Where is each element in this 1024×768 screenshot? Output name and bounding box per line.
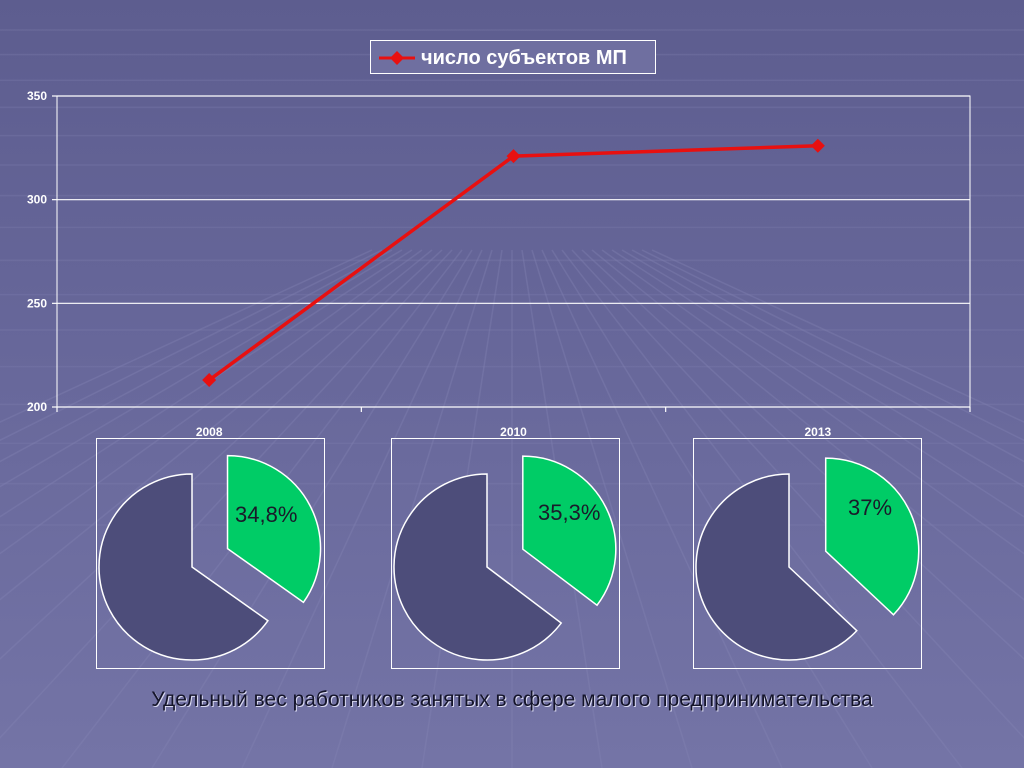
y-tick-label: 250 — [27, 296, 47, 310]
data-point — [202, 373, 217, 388]
pie-slice-highlight — [824, 457, 920, 616]
data-point — [810, 138, 825, 153]
pie-slice-rest — [393, 473, 563, 661]
grid-line — [0, 249, 393, 463]
grid-line — [0, 249, 433, 601]
grid-line — [0, 249, 373, 423]
y-tick-label: 350 — [27, 89, 47, 103]
pie-panel-2008: 34,8% — [96, 438, 325, 669]
pie-chart-2008 — [98, 454, 322, 661]
pie-panel-2013: 37% — [693, 438, 922, 669]
pie-slice-label: 34,8% — [235, 502, 298, 527]
pie-slice-highlight — [226, 454, 322, 604]
grid-line — [541, 249, 783, 768]
chart-legend: число субъектов МП — [370, 40, 656, 74]
pie-slice-label: 37% — [848, 495, 893, 520]
y-tick-label: 300 — [27, 193, 47, 207]
plot-area — [56, 95, 971, 408]
pie-slice-rest — [695, 473, 858, 661]
pie-slice-highlight — [522, 455, 617, 607]
grid-line — [601, 249, 1024, 555]
grid-line — [551, 249, 873, 768]
grid-line — [0, 249, 453, 739]
legend-label: число субъектов МП — [421, 47, 627, 69]
grid-line — [571, 249, 1024, 739]
pie-panel-2010: 35,3% — [391, 438, 620, 669]
grid-line — [641, 249, 1024, 442]
x-tick-label: 2013 — [804, 425, 831, 439]
x-tick-label: 2010 — [500, 425, 527, 439]
grid-line — [0, 249, 413, 518]
pie-chart-2013 — [695, 457, 920, 661]
pie-slice-rest — [98, 473, 269, 661]
grid-line — [531, 249, 693, 768]
grid-line — [0, 249, 423, 555]
grid-line — [591, 249, 1024, 601]
pie-slice-label: 35,3% — [538, 500, 601, 525]
legend-line-marker-icon — [379, 51, 415, 65]
grid-line — [331, 249, 493, 768]
grid-line — [0, 249, 383, 442]
grid-line — [241, 249, 483, 768]
series-line — [208, 144, 818, 382]
grid-line — [621, 249, 1024, 488]
y-tick-label: 200 — [27, 400, 47, 414]
pie-chart-2010 — [393, 455, 617, 661]
grid-line — [611, 249, 1024, 518]
grid-line — [651, 249, 1024, 423]
line-chart: 200 250 300 350 2008 2010 2013 — [27, 89, 971, 439]
grid-line — [0, 249, 403, 488]
x-tick-label: 2008 — [196, 425, 223, 439]
data-point — [506, 149, 521, 164]
grid-line — [631, 249, 1024, 463]
page-caption: Удельный вес работников занятых в сфере … — [151, 688, 873, 711]
